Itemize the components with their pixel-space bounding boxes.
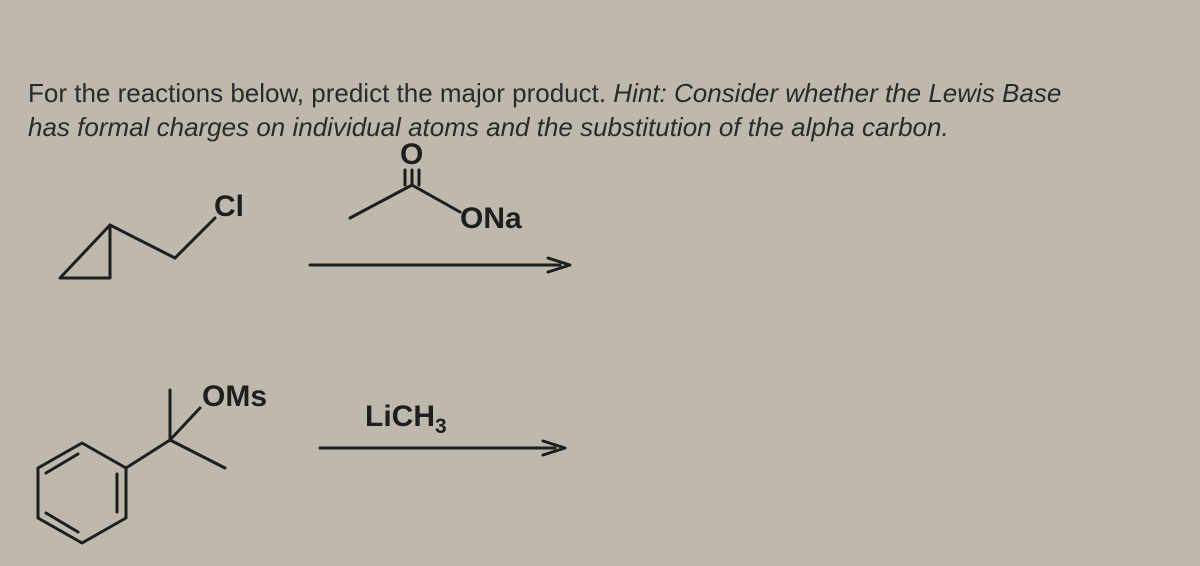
lich3-text: LiCH [365,400,435,433]
reaction-arrow-2-icon [320,441,565,455]
ona-label: ONa [460,202,522,236]
c-cl-bond-icon [175,218,215,258]
benzene-ring-icon [38,443,126,543]
carbonyl-o-label: O [400,138,423,172]
c-ch3b-bond-icon [170,440,225,468]
reaction-arrow-1-icon [310,258,570,272]
chemistry-canvas [0,0,1200,566]
c-oms-bond-icon [170,408,200,440]
cyclopropyl-group-icon [60,225,110,278]
ch2-bond-icon [110,225,175,258]
lich3-label: LiCH3 [365,400,447,439]
acetate-structure-icon [350,170,460,218]
phenyl-c-bond-icon [126,440,170,468]
cl-label: Cl [214,190,244,224]
oms-label: OMs [202,380,267,414]
page-root: For the reactions below, predict the maj… [0,0,1200,566]
lich3-sub: 3 [435,415,447,438]
